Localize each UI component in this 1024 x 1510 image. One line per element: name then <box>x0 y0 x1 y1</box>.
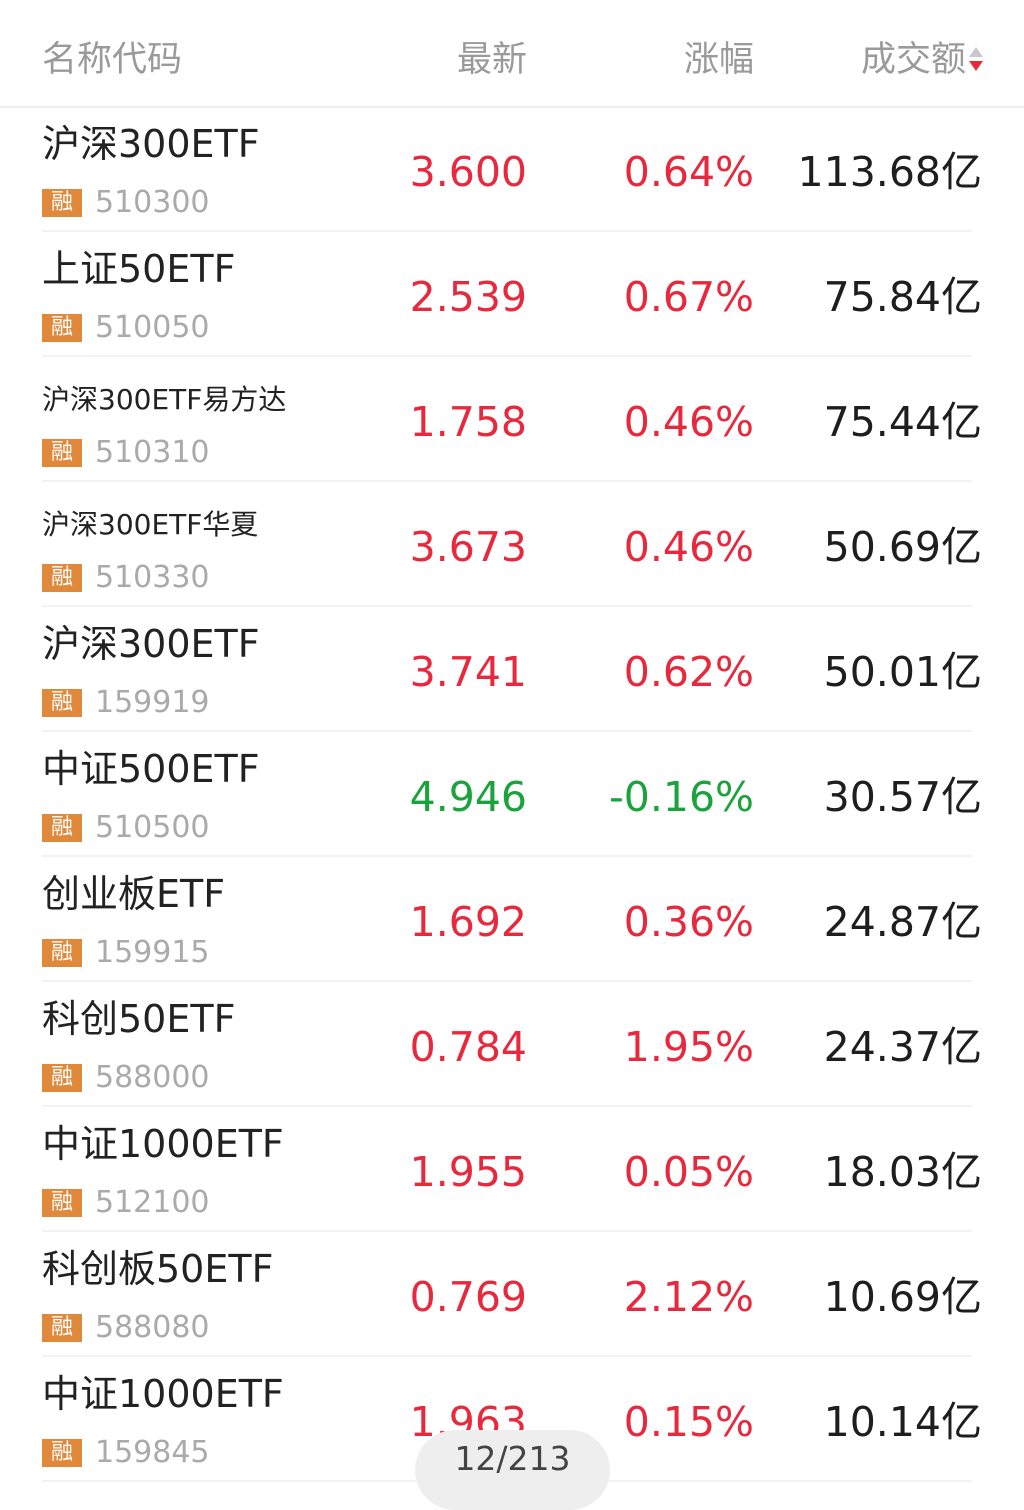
row-divider <box>42 1355 972 1357</box>
etf-name: 创业板ETF <box>42 872 226 916</box>
latest-price: 4.946 <box>409 773 527 821</box>
latest-price: 3.600 <box>409 148 527 196</box>
turnover-amount: 113.68亿 <box>797 148 982 196</box>
row-divider <box>42 855 972 857</box>
turnover-amount: 50.69亿 <box>823 523 982 571</box>
change-percent: 0.46% <box>623 398 754 446</box>
etf-name: 上证50ETF <box>42 247 236 291</box>
latest-price: 3.673 <box>409 523 527 571</box>
etf-name: 科创50ETF <box>42 997 236 1041</box>
table-row[interactable]: 中证500ETF 融 510500 4.946 -0.16% 30.57亿 <box>0 732 1024 857</box>
row-divider <box>42 605 972 607</box>
latest-price: 2.539 <box>409 273 527 321</box>
table-row[interactable]: 科创板50ETF 融 588080 0.769 2.12% 10.69亿 <box>0 1232 1024 1357</box>
row-divider <box>42 480 972 482</box>
etf-name: 沪深300ETF易方达 <box>42 383 287 416</box>
latest-price: 1.758 <box>409 398 527 446</box>
etf-code: 510300 <box>95 185 210 220</box>
latest-price: 3.741 <box>409 648 527 696</box>
table-header: 名称代码 最新 涨幅 成交额 <box>0 0 1024 108</box>
row-divider <box>42 980 972 982</box>
change-percent: 1.95% <box>623 1023 754 1071</box>
turnover-amount: 30.57亿 <box>823 773 982 821</box>
etf-name: 沪深300ETF华夏 <box>42 508 259 541</box>
change-percent: -0.16% <box>608 773 754 821</box>
header-latest[interactable]: 最新 <box>456 40 527 80</box>
etf-name: 中证1000ETF <box>42 1122 284 1166</box>
latest-price: 1.955 <box>409 1148 527 1196</box>
change-percent: 0.64% <box>623 148 754 196</box>
etf-code: 159919 <box>95 685 210 720</box>
table-row[interactable]: 创业板ETF 融 159915 1.692 0.36% 24.87亿 <box>0 857 1024 982</box>
turnover-amount: 50.01亿 <box>823 648 982 696</box>
table-row[interactable]: 沪深300ETF华夏 融 510330 3.673 0.46% 50.69亿 <box>0 482 1024 607</box>
etf-code: 588000 <box>95 1060 210 1095</box>
etf-name: 中证1000ETF <box>42 1372 284 1416</box>
margin-badge: 融 <box>42 189 82 217</box>
etf-name: 沪深300ETF <box>42 122 260 166</box>
table-row[interactable]: 沪深300ETF 融 510300 3.600 0.64% 113.68亿 <box>0 107 1024 232</box>
margin-badge: 融 <box>42 1439 82 1467</box>
etf-code: 588080 <box>95 1310 210 1345</box>
header-change[interactable]: 涨幅 <box>683 40 754 80</box>
etf-code: 512100 <box>95 1185 210 1220</box>
table-row[interactable]: 上证50ETF 融 510050 2.539 0.67% 75.84亿 <box>0 232 1024 357</box>
table-row[interactable]: 科创50ETF 融 588000 0.784 1.95% 24.37亿 <box>0 982 1024 1107</box>
change-percent: 0.36% <box>623 898 754 946</box>
turnover-amount: 18.03亿 <box>823 1148 982 1196</box>
margin-badge: 融 <box>42 439 82 467</box>
margin-badge: 融 <box>42 564 82 592</box>
table-row[interactable]: 沪深300ETF 融 159919 3.741 0.62% 50.01亿 <box>0 607 1024 732</box>
turnover-amount: 10.69亿 <box>823 1273 982 1321</box>
etf-name: 科创板50ETF <box>42 1247 274 1291</box>
change-percent: 0.46% <box>623 523 754 571</box>
table-row[interactable]: 中证1000ETF 融 512100 1.955 0.05% 18.03亿 <box>0 1107 1024 1232</box>
header-name-code[interactable]: 名称代码 <box>42 40 183 80</box>
turnover-amount: 10.14亿 <box>823 1398 982 1446</box>
etf-code: 159915 <box>95 935 210 970</box>
latest-price: 1.692 <box>409 898 527 946</box>
etf-code: 159845 <box>95 1435 210 1470</box>
turnover-amount: 24.37亿 <box>823 1023 982 1071</box>
margin-badge: 融 <box>42 1064 82 1092</box>
turnover-amount: 75.44亿 <box>823 398 982 446</box>
row-divider <box>42 355 972 357</box>
margin-badge: 融 <box>42 689 82 717</box>
change-percent: 0.67% <box>623 273 754 321</box>
etf-code: 510500 <box>95 810 210 845</box>
etf-code: 510050 <box>95 310 210 345</box>
margin-badge: 融 <box>42 814 82 842</box>
change-percent: 2.12% <box>623 1273 754 1321</box>
row-divider <box>42 730 972 732</box>
margin-badge: 融 <box>42 314 82 342</box>
sort-desc-icon[interactable] <box>968 47 984 75</box>
row-divider <box>42 230 972 232</box>
turnover-amount: 24.87亿 <box>823 898 982 946</box>
margin-badge: 融 <box>42 939 82 967</box>
header-amount[interactable]: 成交额 <box>860 40 966 80</box>
etf-name: 沪深300ETF <box>42 622 260 666</box>
etf-code: 510310 <box>95 435 210 470</box>
etf-name: 中证500ETF <box>42 747 260 791</box>
row-divider <box>42 1230 972 1232</box>
margin-badge: 融 <box>42 1189 82 1217</box>
change-percent: 0.15% <box>623 1398 754 1446</box>
row-divider <box>42 1105 972 1107</box>
margin-badge: 融 <box>42 1314 82 1342</box>
change-percent: 0.62% <box>623 648 754 696</box>
page-indicator: 12/213 <box>415 1430 610 1510</box>
etf-code: 510330 <box>95 560 210 595</box>
turnover-amount: 75.84亿 <box>823 273 982 321</box>
change-percent: 0.05% <box>623 1148 754 1196</box>
latest-price: 0.784 <box>409 1023 527 1071</box>
table-row[interactable]: 沪深300ETF易方达 融 510310 1.758 0.46% 75.44亿 <box>0 357 1024 482</box>
latest-price: 0.769 <box>409 1273 527 1321</box>
